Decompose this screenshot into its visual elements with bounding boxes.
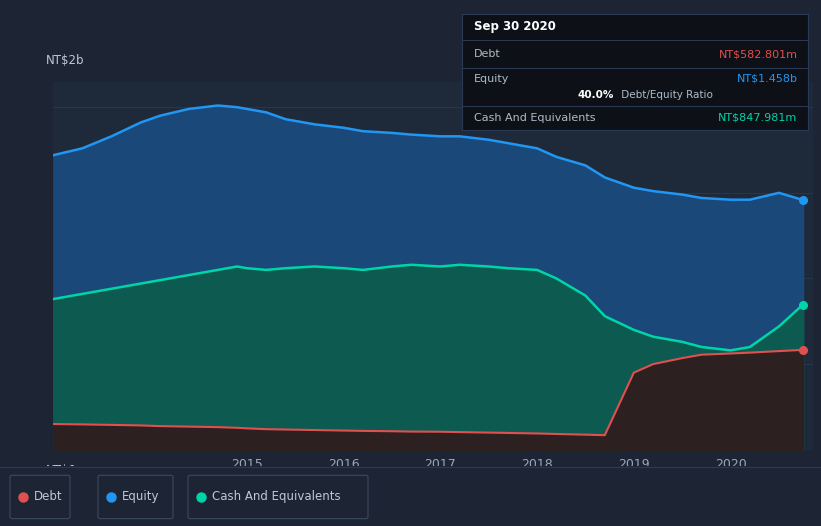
Text: Debt/Equity Ratio: Debt/Equity Ratio — [617, 90, 713, 100]
Text: NT$2b: NT$2b — [46, 54, 85, 67]
FancyBboxPatch shape — [188, 476, 368, 519]
Text: Sep 30 2020: Sep 30 2020 — [474, 19, 556, 33]
Text: Equity: Equity — [474, 74, 510, 84]
Text: NT$1.458b: NT$1.458b — [736, 74, 798, 84]
Text: NT$0: NT$0 — [46, 464, 76, 478]
FancyBboxPatch shape — [10, 476, 70, 519]
Text: Equity: Equity — [122, 490, 159, 503]
Text: NT$582.801m: NT$582.801m — [718, 49, 798, 59]
Text: Debt: Debt — [474, 49, 501, 59]
Text: 40.0%: 40.0% — [578, 90, 614, 100]
Text: Cash And Equivalents: Cash And Equivalents — [212, 490, 341, 503]
FancyBboxPatch shape — [98, 476, 173, 519]
Text: NT$847.981m: NT$847.981m — [718, 113, 798, 123]
Text: Cash And Equivalents: Cash And Equivalents — [474, 113, 595, 123]
Text: Debt: Debt — [34, 490, 62, 503]
